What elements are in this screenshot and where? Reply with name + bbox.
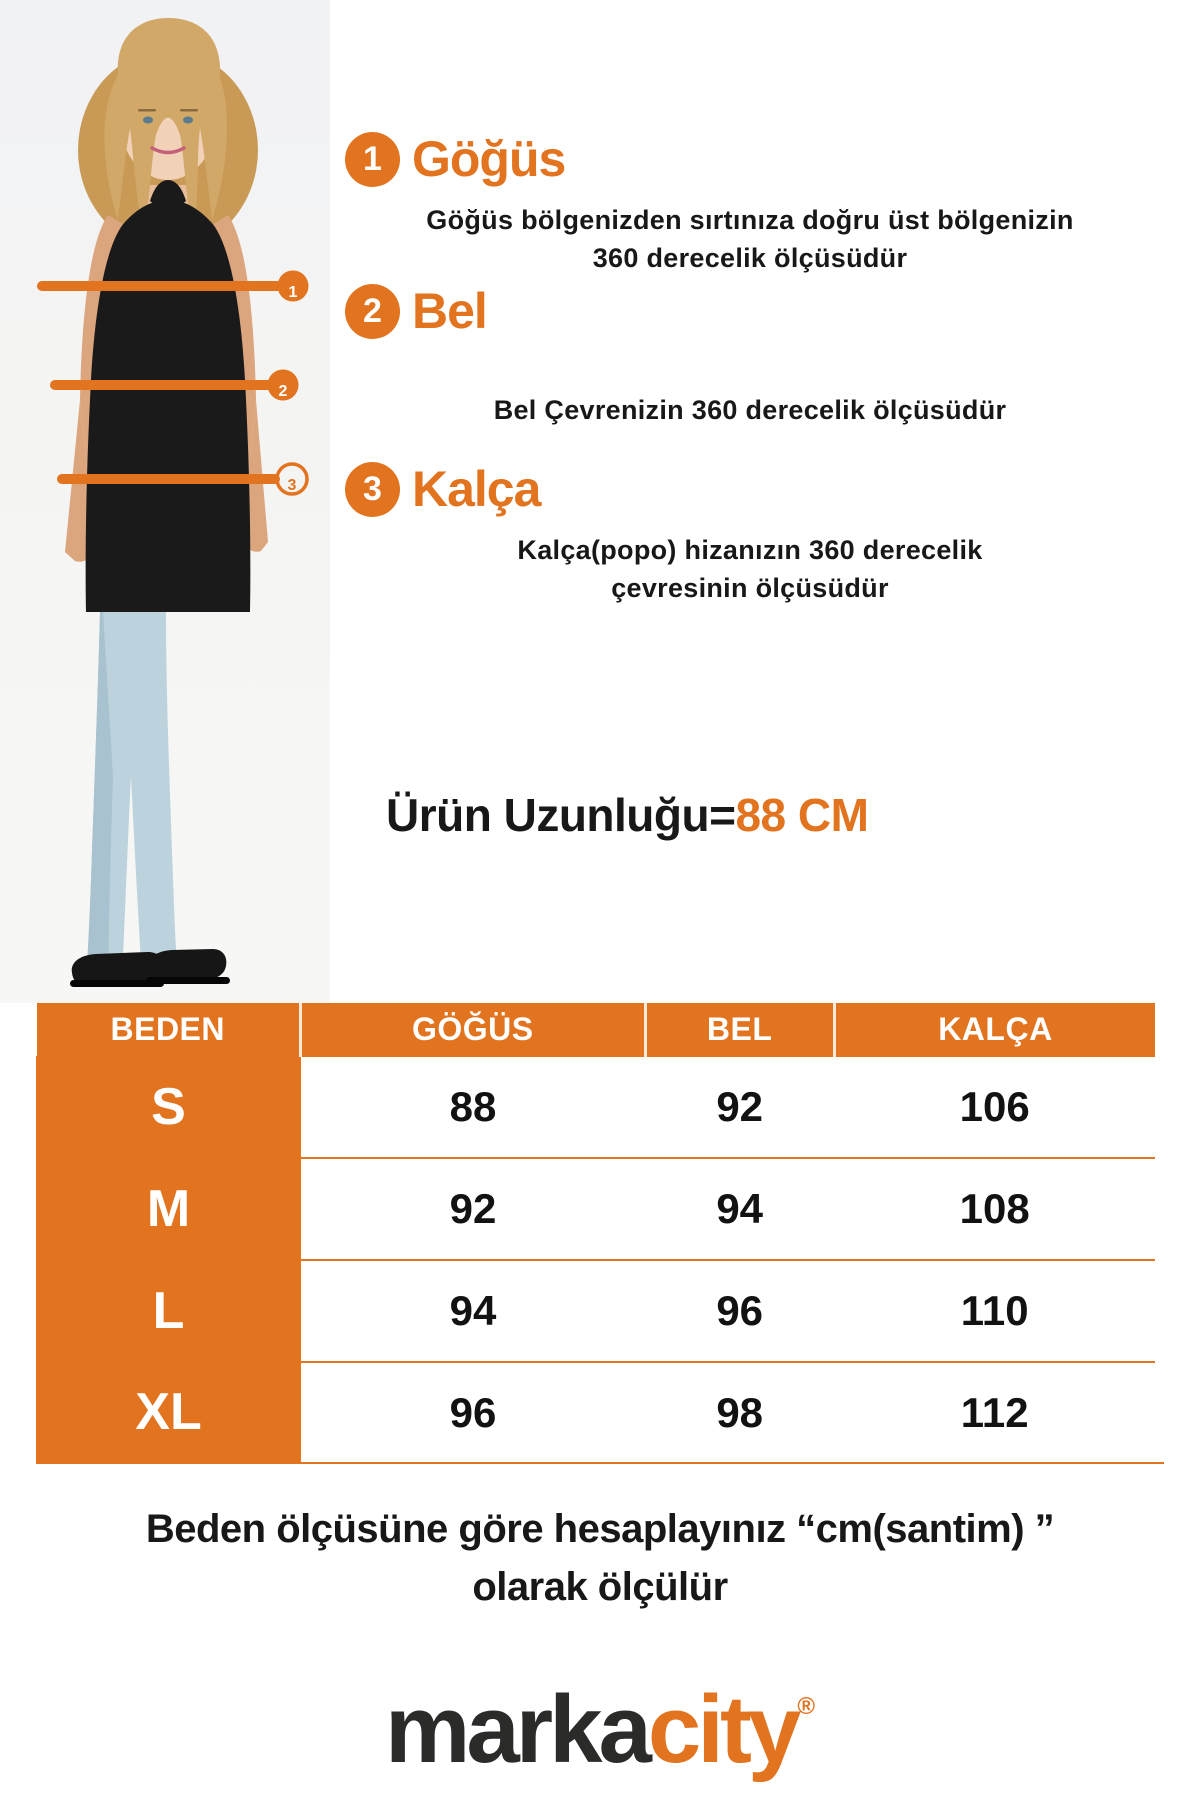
svg-text:2: 2 <box>279 383 288 400</box>
svg-text:1: 1 <box>289 284 298 301</box>
svg-text:3: 3 <box>288 477 297 494</box>
